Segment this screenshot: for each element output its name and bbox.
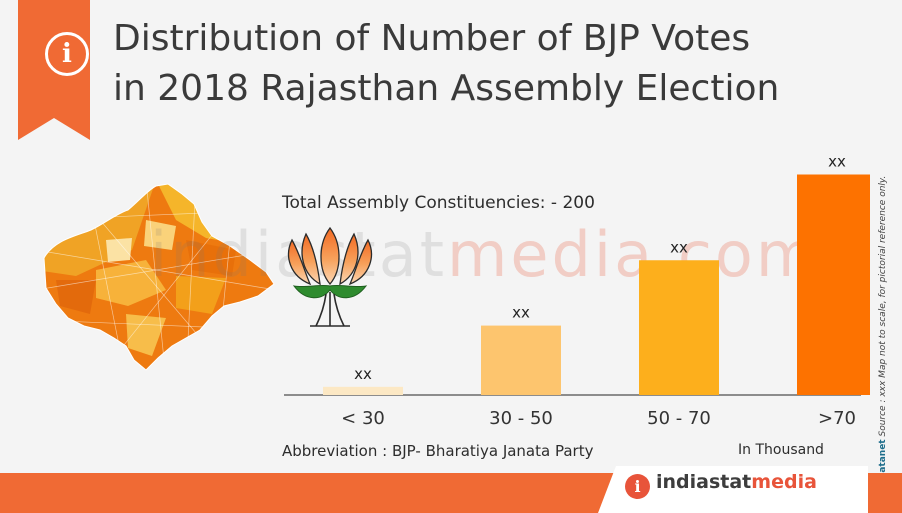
abbreviation-label: Abbreviation — [282, 442, 378, 460]
info-banner: i — [18, 0, 90, 140]
brand-info-icon: i — [625, 474, 650, 499]
source-note: © Datanet Source : xxx Map not to scale,… — [878, 176, 888, 492]
brand-logo: indiastatmedia — [656, 471, 817, 493]
rajasthan-map — [43, 183, 275, 371]
abbreviation-note: Abbreviation : BJP- Bharatiya Janata Par… — [282, 442, 593, 460]
brand-name-part-1: indiastat — [656, 471, 752, 493]
bar-4 — [797, 174, 870, 395]
unit-note: In Thousand — [738, 442, 824, 458]
title-line-2: in 2018 Rajasthan Assembly Election — [113, 68, 780, 109]
abbreviation-text: BJP- Bharatiya Janata Party — [391, 442, 594, 460]
bar-3 — [639, 260, 719, 395]
category-label-2: 30 - 50 — [489, 408, 553, 429]
data-label-2: xx — [512, 304, 530, 322]
data-label-4: xx — [828, 153, 846, 171]
data-labels: xx xx xx xx — [354, 153, 846, 383]
data-label-1: xx — [354, 365, 372, 383]
title-line-1: Distribution of Number of BJP Votes — [113, 18, 751, 59]
lotus-symbol — [287, 226, 373, 327]
data-label-3: xx — [670, 238, 688, 256]
category-axis-labels: < 30 30 - 50 50 - 70 >70 — [341, 408, 856, 429]
page-title: Distribution of Number of BJP Votes in 2… — [113, 14, 779, 114]
source-text: Source : xxx Map not to scale, for picto… — [878, 175, 888, 437]
brand-name-part-2: media — [751, 471, 817, 493]
info-icon: i — [45, 32, 89, 76]
bar-2 — [481, 325, 561, 395]
category-label-3: 50 - 70 — [647, 408, 711, 429]
category-label-4: >70 — [818, 408, 856, 429]
bar-chart: xx xx xx xx < 30 30 - 50 50 - 70 >70 — [284, 153, 870, 429]
bar-1 — [323, 386, 403, 395]
category-label-1: < 30 — [341, 408, 385, 429]
abbreviation-separator: : — [382, 442, 388, 460]
bar-series — [323, 174, 870, 395]
total-constituencies-label: Total Assembly Constituencies: - 200 — [282, 193, 595, 213]
